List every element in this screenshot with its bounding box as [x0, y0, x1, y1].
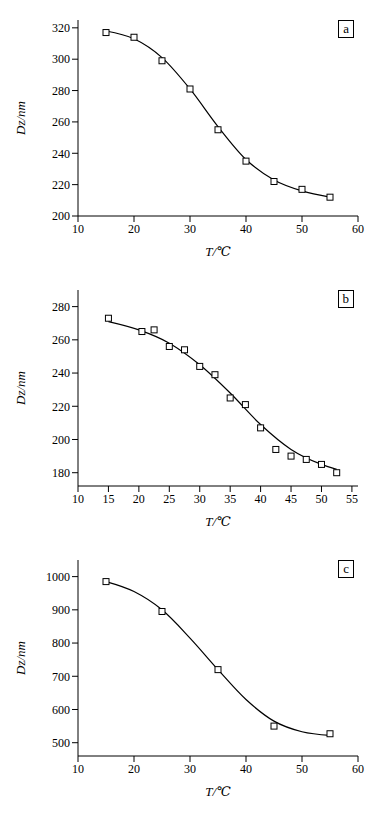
- svg-text:220: 220: [52, 400, 70, 414]
- svg-text:20: 20: [128, 762, 140, 776]
- svg-text:Dz/nm: Dz/nm: [13, 371, 28, 406]
- svg-text:T/℃: T/℃: [205, 784, 231, 799]
- html-text:c: c: [343, 561, 349, 576]
- svg-text:700: 700: [52, 670, 70, 684]
- svg-text:20: 20: [133, 492, 145, 506]
- svg-text:50: 50: [315, 492, 327, 506]
- svg-text:60: 60: [352, 762, 364, 776]
- svg-text:180: 180: [52, 466, 70, 480]
- svg-text:15: 15: [102, 492, 114, 506]
- svg-text:20: 20: [128, 222, 140, 236]
- svg-text:50: 50: [296, 222, 308, 236]
- svg-text:Dz/nm: Dz/nm: [13, 641, 28, 676]
- svg-text:10: 10: [72, 222, 84, 236]
- svg-text:Dz/nm: Dz/nm: [13, 101, 28, 136]
- svg-text:240: 240: [52, 147, 70, 161]
- svg-text:220: 220: [52, 178, 70, 192]
- svg-text:35: 35: [224, 492, 236, 506]
- svg-text:45: 45: [285, 492, 297, 506]
- svg-text:10: 10: [72, 492, 84, 506]
- svg-text:500: 500: [52, 736, 70, 750]
- svg-text:25: 25: [163, 492, 175, 506]
- svg-text:300: 300: [52, 52, 70, 66]
- html-text:a: a: [343, 21, 349, 36]
- svg-text:240: 240: [52, 366, 70, 380]
- svg-text:260: 260: [52, 333, 70, 347]
- svg-text:280: 280: [52, 84, 70, 98]
- svg-text:10: 10: [72, 762, 84, 776]
- svg-text:30: 30: [184, 222, 196, 236]
- svg-text:200: 200: [52, 209, 70, 223]
- svg-text:200: 200: [52, 433, 70, 447]
- svg-text:50: 50: [296, 762, 308, 776]
- svg-text:T/℃: T/℃: [205, 514, 231, 529]
- svg-text:55: 55: [346, 492, 358, 506]
- svg-text:40: 40: [240, 222, 252, 236]
- svg-text:30: 30: [194, 492, 206, 506]
- svg-text:800: 800: [52, 636, 70, 650]
- svg-text:1000: 1000: [46, 570, 70, 584]
- svg-text:60: 60: [352, 222, 364, 236]
- svg-text:260: 260: [52, 115, 70, 129]
- html-text:b: b: [342, 291, 349, 306]
- svg-text:T/℃: T/℃: [205, 244, 231, 259]
- svg-text:30: 30: [184, 762, 196, 776]
- svg-text:40: 40: [240, 762, 252, 776]
- svg-text:280: 280: [52, 300, 70, 314]
- svg-text:40: 40: [255, 492, 267, 506]
- svg-text:600: 600: [52, 703, 70, 717]
- svg-text:900: 900: [52, 603, 70, 617]
- svg-text:320: 320: [52, 21, 70, 35]
